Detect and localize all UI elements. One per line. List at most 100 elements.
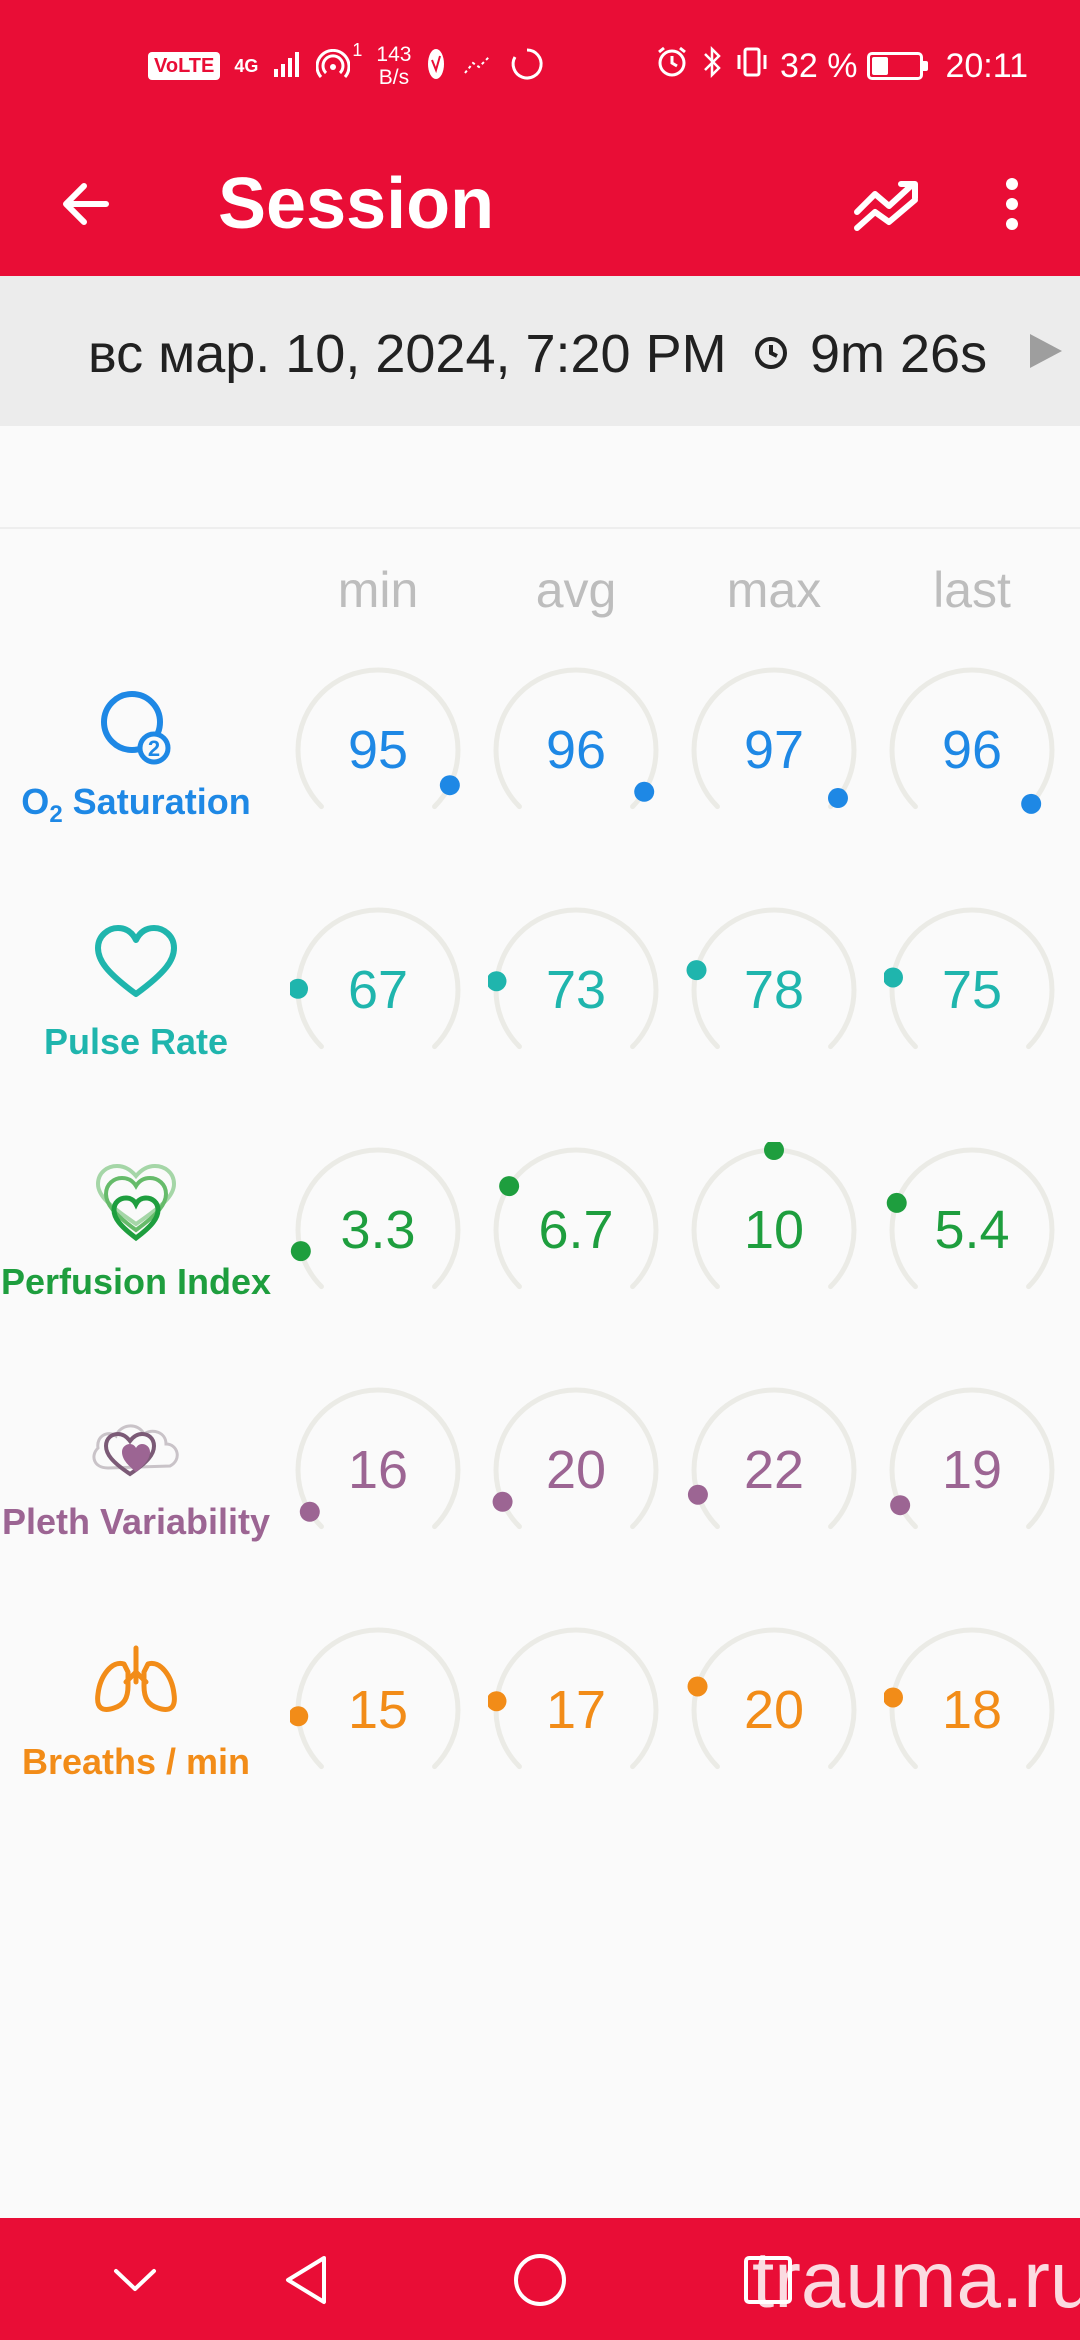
more-options-button[interactable]: [976, 160, 1048, 248]
gauge-last[interactable]: 75: [884, 902, 1060, 1078]
gauge-value: 96: [545, 720, 607, 780]
divider: [0, 527, 1080, 529]
gauge-track: [691, 907, 857, 1050]
gauge-marker: [299, 1501, 320, 1522]
loading-icon: [509, 46, 545, 87]
metric-label-pleth-variability: Pleth Variability: [0, 1370, 272, 1570]
gauge-track: [493, 1147, 659, 1290]
gauge-track: [493, 907, 659, 1050]
gauge-max[interactable]: 20: [686, 1622, 862, 1798]
gauge-avg[interactable]: 17: [488, 1622, 664, 1798]
gauge-avg[interactable]: 20: [488, 1382, 664, 1558]
metric-row-perfusion-index: Perfusion Index 3.3 6.7 10 5.4: [0, 1130, 1080, 1330]
heart-outline-icon: [95, 925, 177, 997]
gauge-avg[interactable]: 6.7: [488, 1142, 664, 1318]
gauge-marker: [290, 1706, 309, 1727]
gauge-marker: [884, 967, 903, 988]
gauge-value: 19: [941, 1440, 1003, 1500]
gauge-marker: [488, 1691, 507, 1712]
session-info-bar: вс мар. 10, 2024, 7:20 PM 9m 26s: [0, 276, 1080, 426]
gauge-value: 78: [743, 960, 805, 1020]
nav-back-button[interactable]: [268, 2240, 348, 2320]
gauge-min[interactable]: 16: [290, 1382, 466, 1558]
gauge-track: [889, 667, 1055, 810]
app-notification-icon: [425, 46, 447, 87]
gauge-last[interactable]: 96: [884, 662, 1060, 838]
network-type: 4G: [234, 56, 259, 76]
metric-name: Pleth Variability: [1, 1501, 271, 1542]
gauge-marker: [764, 1142, 784, 1160]
square-recents-icon: [744, 2256, 792, 2304]
gauge-min[interactable]: 3.3: [290, 1142, 466, 1318]
gauge-track: [691, 667, 857, 810]
gauge-marker: [634, 781, 655, 802]
metric-row-pulse-rate: Pulse Rate 67 73 78 75: [0, 890, 1080, 1090]
gauge-avg[interactable]: 73: [488, 902, 664, 1078]
gauge-value: 75: [941, 960, 1003, 1020]
gauge-marker: [439, 775, 460, 796]
gauge-last[interactable]: 5.4: [884, 1142, 1060, 1318]
gauge-value: 67: [347, 960, 409, 1020]
battery-fill: [872, 57, 889, 75]
page-title: Session: [218, 164, 495, 244]
gauge-min[interactable]: 15: [290, 1622, 466, 1798]
metric-name-main: O: [21, 781, 50, 822]
gauge-value: 5.4: [934, 1200, 1010, 1260]
gauge-min[interactable]: 67: [290, 902, 466, 1078]
battery-icon: [867, 52, 929, 80]
gauge-value: 73: [545, 960, 607, 1020]
nav-collapse-button[interactable]: [95, 2240, 175, 2320]
gauge-value: 18: [941, 1680, 1003, 1740]
gauge-track: [295, 1147, 461, 1290]
gauge-track: [691, 1627, 857, 1770]
gauge-value: 16: [347, 1440, 409, 1500]
signal-icon: [272, 49, 302, 84]
trend-chart-icon: [854, 181, 918, 231]
battery-percent: 32 %: [779, 46, 858, 85]
volte-badge: VoLTE: [148, 52, 221, 80]
gauge-avg[interactable]: 96: [488, 662, 664, 838]
speed-value: 143: [376, 43, 412, 66]
gauge-marker: [499, 1176, 520, 1197]
gauge-max[interactable]: 78: [686, 902, 862, 1078]
metric-label-o2-saturation: 2 O2 Saturation: [0, 650, 272, 850]
clock-icon: [755, 337, 787, 369]
column-header-last: last: [933, 562, 1011, 618]
gauge-value: 96: [941, 720, 1003, 780]
metric-name-rest: Saturation: [62, 781, 251, 822]
gauge-value: 15: [347, 1680, 409, 1740]
nav-recents-button[interactable]: [728, 2240, 808, 2320]
gauge-marker: [687, 1676, 708, 1697]
gauge-max[interactable]: 97: [686, 662, 862, 838]
metric-name-sub: 2: [49, 801, 63, 829]
svg-text:2: 2: [148, 736, 160, 761]
metric-label-breaths-per-min: Breaths / min: [0, 1610, 272, 1810]
gauge-track: [691, 1387, 857, 1530]
gauge-track: [889, 907, 1055, 1050]
nav-home-button[interactable]: [500, 2240, 580, 2320]
metric-name: Perfusion Index: [0, 1261, 272, 1302]
gauge-marker: [884, 1687, 903, 1708]
gauge-last[interactable]: 18: [884, 1622, 1060, 1798]
gauge-marker: [886, 1192, 907, 1213]
gauge-track: [493, 1387, 659, 1530]
gauge-marker: [827, 788, 848, 809]
gauge-max[interactable]: 22: [686, 1382, 862, 1558]
gauge-value: 20: [743, 1680, 805, 1740]
metric-row-breaths-per-min: Breaths / min 15 17 20 18: [0, 1610, 1080, 1810]
trend-button[interactable]: [844, 160, 932, 248]
gauge-last[interactable]: 19: [884, 1382, 1060, 1558]
play-button[interactable]: [1020, 326, 1070, 376]
gauge-track: [889, 1627, 1055, 1770]
gauge-track: [295, 1387, 461, 1530]
watermark: trauma.ru: [752, 2235, 1080, 2324]
gauge-max[interactable]: 10: [686, 1142, 862, 1318]
gauge-value: 6.7: [538, 1200, 614, 1260]
back-button[interactable]: [44, 162, 128, 246]
gauge-min[interactable]: 95: [290, 662, 466, 838]
gauge-track: [493, 1627, 659, 1770]
route-icon: [461, 49, 495, 84]
gauge-value: 95: [347, 720, 409, 780]
gauge-marker: [290, 978, 309, 999]
gauge-marker: [492, 1491, 513, 1512]
